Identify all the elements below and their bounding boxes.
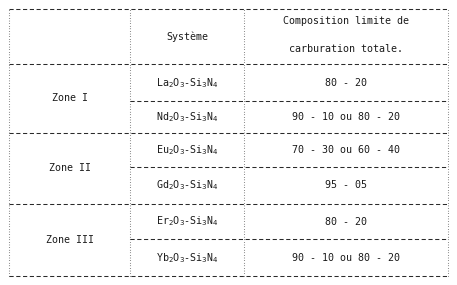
Text: 90 - 10 ou 80 - 20: 90 - 10 ou 80 - 20 — [292, 112, 400, 122]
Text: 80 - 20: 80 - 20 — [325, 78, 367, 88]
Text: Zone I: Zone I — [52, 93, 88, 103]
Text: Système: Système — [166, 31, 208, 42]
Text: 95 - 05: 95 - 05 — [325, 180, 367, 190]
Text: Composition limite de: Composition limite de — [283, 16, 409, 26]
Text: 70 - 30 ou 60 - 40: 70 - 30 ou 60 - 40 — [292, 144, 400, 155]
Text: La$_2$O$_3$-Si$_3$N$_4$: La$_2$O$_3$-Si$_3$N$_4$ — [156, 76, 219, 89]
Text: Yb$_2$O$_3$-Si$_3$N$_4$: Yb$_2$O$_3$-Si$_3$N$_4$ — [156, 251, 219, 265]
Text: carburation totale.: carburation totale. — [289, 44, 403, 54]
Text: Zone II: Zone II — [49, 163, 90, 173]
Text: Eu$_2$O$_3$-Si$_3$N$_4$: Eu$_2$O$_3$-Si$_3$N$_4$ — [156, 143, 219, 156]
Text: Gd$_2$O$_3$-Si$_3$N$_4$: Gd$_2$O$_3$-Si$_3$N$_4$ — [156, 178, 219, 192]
Text: 80 - 20: 80 - 20 — [325, 217, 367, 227]
Text: 90 - 10 ou 80 - 20: 90 - 10 ou 80 - 20 — [292, 253, 400, 263]
Text: Er$_2$O$_3$-Si$_3$N$_4$: Er$_2$O$_3$-Si$_3$N$_4$ — [156, 215, 219, 229]
Text: Zone III: Zone III — [46, 235, 94, 245]
Text: Nd$_2$O$_3$-Si$_3$N$_4$: Nd$_2$O$_3$-Si$_3$N$_4$ — [156, 110, 219, 124]
